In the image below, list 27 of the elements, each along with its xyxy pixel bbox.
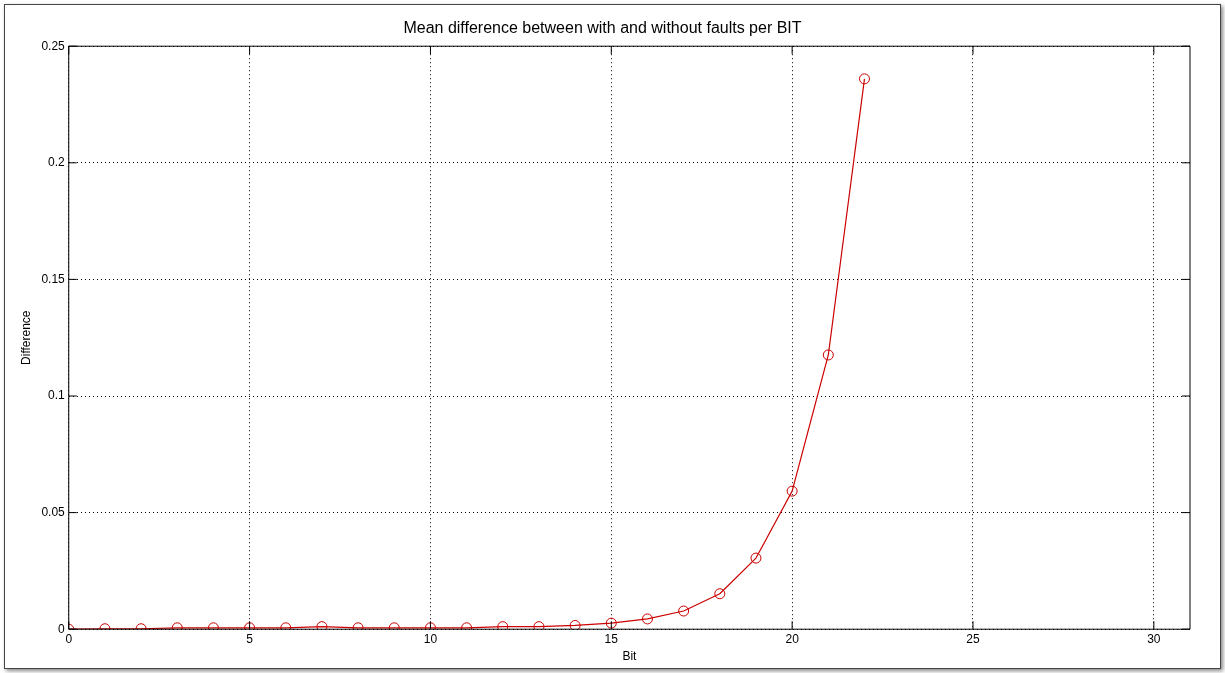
x-tick-label: 5 <box>246 631 254 646</box>
x-tick-label: 25 <box>966 631 980 646</box>
point <box>678 605 690 617</box>
y-tick-label: 0 <box>58 621 66 636</box>
point <box>786 485 798 497</box>
point <box>714 588 726 600</box>
point <box>605 617 617 629</box>
y-tick-label: 0.2 <box>48 155 66 170</box>
y-tick-label: 0.1 <box>48 388 66 403</box>
point <box>316 621 328 630</box>
x-tick-label: 30 <box>1147 631 1161 646</box>
point <box>569 619 581 630</box>
x-tick-label: 10 <box>423 631 438 646</box>
y-tick-label: 0.05 <box>41 504 66 519</box>
point <box>641 613 653 625</box>
y-tick-label: 0.15 <box>41 271 66 286</box>
y-axis-title: Difference <box>18 310 33 365</box>
chart-title: Mean difference between with and without faults per BIT <box>403 19 802 37</box>
point <box>497 621 509 630</box>
x-axis-title: Bit <box>622 649 638 664</box>
point <box>533 621 545 630</box>
x-tick-label: 20 <box>785 631 800 646</box>
y-tick-label: 0.25 <box>41 38 66 53</box>
point <box>750 552 762 564</box>
point <box>822 349 834 361</box>
x-tick-label: 15 <box>604 631 619 646</box>
point <box>858 73 870 85</box>
